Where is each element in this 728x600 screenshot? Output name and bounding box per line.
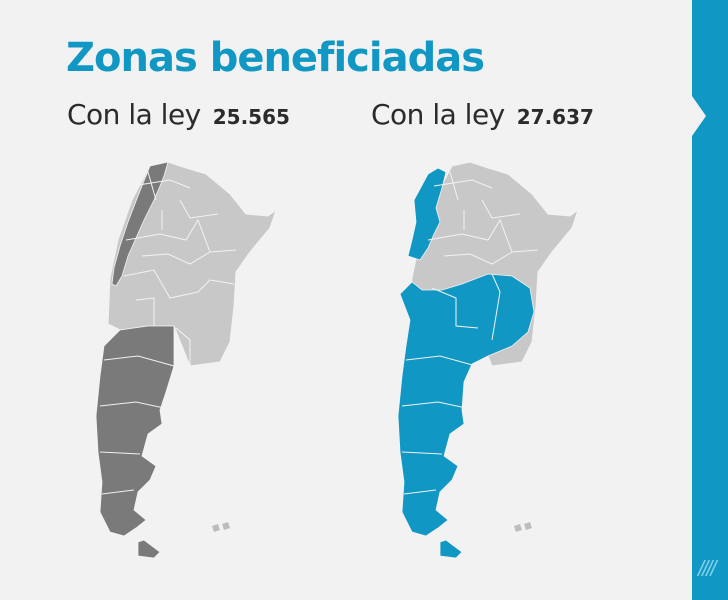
tierra-del-fuego xyxy=(440,540,462,558)
tierra-del-fuego xyxy=(138,540,160,558)
law-label-27637: Con la ley 27.637 xyxy=(371,97,594,138)
law-label-prefix: Con la ley xyxy=(67,98,201,131)
law-label-prefix: Con la ley xyxy=(371,98,505,131)
central-and-patagonia xyxy=(398,274,534,536)
chevron-right-icon xyxy=(692,96,706,136)
slash-lines-icon: //// xyxy=(698,556,714,582)
falkland-islands xyxy=(212,522,230,532)
page-title: Zonas beneficiadas xyxy=(66,34,484,82)
patagonia xyxy=(96,326,174,536)
law-number: 25.565 xyxy=(213,105,290,129)
law-label-25565: Con la ley 25.565 xyxy=(67,97,290,138)
law-number: 27.637 xyxy=(517,105,594,129)
side-accent-bar: //// xyxy=(692,0,728,600)
argentina-map-law-25565 xyxy=(90,160,290,580)
argentina-map-law-27637 xyxy=(392,160,592,580)
falkland-islands xyxy=(514,522,532,532)
